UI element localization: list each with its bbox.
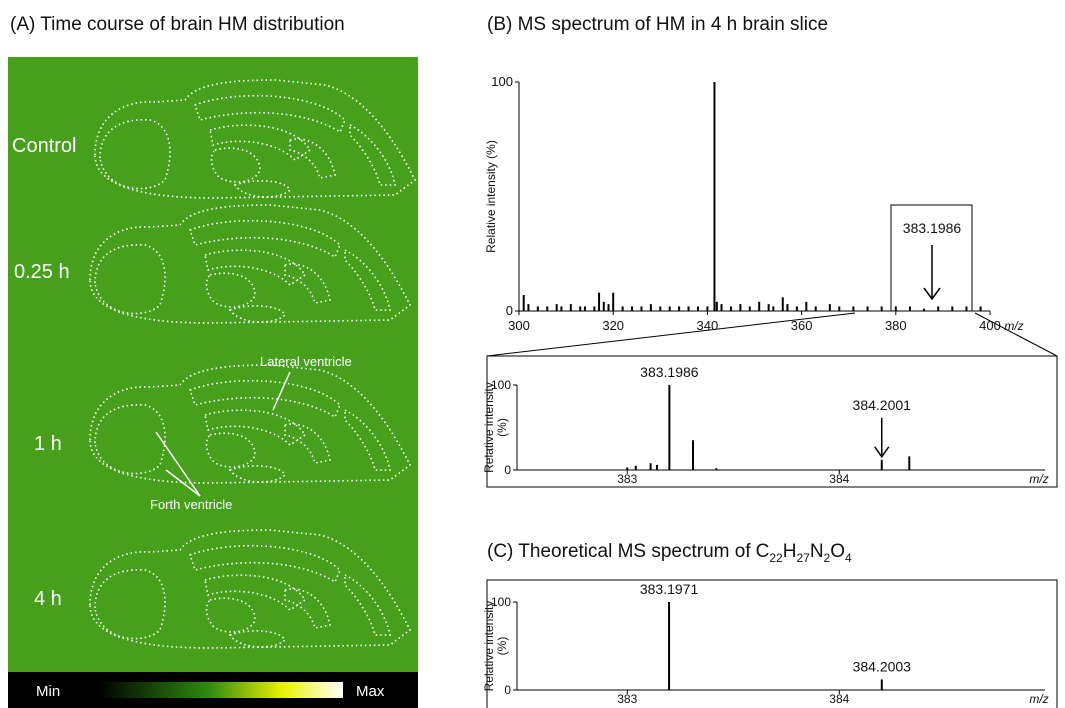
title-text: (B) MS spectrum of HM in 4 h brain slice (487, 14, 828, 35)
colorbar-label: Min (36, 683, 60, 700)
peak-label: 384.2003 (853, 658, 912, 674)
x-tick-label: 380 (885, 318, 907, 333)
inset-frame (487, 356, 1057, 487)
page: (A) Time course of brain HM distribution… (0, 0, 1065, 708)
annotation: Lateral ventricle (260, 354, 352, 369)
row-label: 1 h (34, 433, 62, 455)
formula-part: N (810, 541, 824, 562)
figure: (A) Time course of brain HM distribution… (0, 0, 1065, 708)
chart-title: (B) MS spectrum of HM in 4 h brain slice (487, 14, 828, 35)
row-label: 0.25 h (14, 261, 70, 283)
y-tick-label: 0 (504, 463, 511, 477)
formula-part: 27 (796, 551, 810, 565)
x-tick-label: 383 (617, 692, 637, 706)
row-label: 4 h (34, 588, 62, 610)
formula-part: C (756, 541, 770, 562)
title-text: (C) Theoretical MS spectrum of (487, 541, 751, 562)
y-tick-label: 0 (506, 303, 513, 318)
x-tick-label: 384 (829, 692, 849, 706)
y-axis-label: Relative intensity (482, 382, 496, 473)
formula-part: H (783, 541, 797, 562)
x-tick-label: 360 (791, 318, 813, 333)
formula-part: 22 (769, 551, 783, 565)
x-tick-label: 320 (602, 318, 624, 333)
colorbar (98, 682, 343, 698)
x-tick-label: 384 (829, 472, 849, 486)
formula-part: 4 (845, 551, 852, 565)
peak-label: 384.2001 (853, 397, 912, 413)
panel-a-title: (A) Time course of brain HM distribution (10, 14, 345, 35)
x-tick-label: 300 (508, 318, 530, 333)
inset-frame (487, 580, 1057, 708)
y-tick-label: 100 (491, 74, 513, 89)
x-tick-label: 383 (617, 472, 637, 486)
y-axis-label: (%) (495, 637, 509, 656)
y-tick-label: 0 (504, 683, 511, 697)
peak-label: 383.1986 (640, 364, 699, 380)
colorbar-label: Max (356, 683, 385, 700)
y-axis-label: (%) (495, 418, 509, 437)
annotation: Forth ventricle (150, 497, 232, 512)
x-axis-label: m/z (1029, 692, 1048, 706)
formula-part: O (830, 541, 845, 562)
x-tick-label: 340 (697, 318, 719, 333)
y-axis-label: Relative intensity (%) (484, 140, 498, 253)
x-tick-label: 400 (979, 318, 1001, 333)
peak-label: 383.1971 (640, 581, 699, 597)
annotation: 383.1986 (903, 220, 962, 236)
y-axis-label: Relative intensity (482, 601, 496, 692)
x-axis-label: m/z (1029, 472, 1048, 486)
x-axis-label: m/z (1004, 319, 1023, 333)
row-label: Control (12, 135, 76, 157)
